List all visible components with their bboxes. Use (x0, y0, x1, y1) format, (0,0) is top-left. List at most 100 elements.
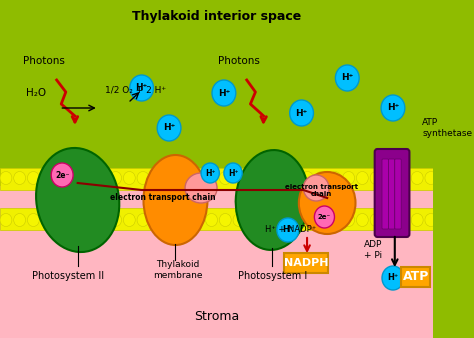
Circle shape (315, 171, 327, 185)
Circle shape (27, 171, 39, 185)
Circle shape (192, 171, 204, 185)
Bar (0, 208, 433, 230)
Circle shape (206, 171, 218, 185)
Circle shape (425, 214, 437, 226)
FancyBboxPatch shape (401, 267, 430, 287)
Circle shape (384, 171, 396, 185)
Text: H⁺: H⁺ (295, 108, 308, 118)
Text: H₂O: H₂O (27, 88, 46, 98)
Circle shape (370, 171, 382, 185)
Circle shape (137, 214, 149, 226)
Circle shape (260, 171, 273, 185)
Circle shape (343, 214, 355, 226)
Text: electron transport chain: electron transport chain (110, 193, 216, 202)
Circle shape (27, 214, 39, 226)
Bar (0, 0, 433, 188)
Circle shape (336, 65, 359, 91)
Text: H⁺: H⁺ (205, 169, 216, 177)
Circle shape (219, 171, 231, 185)
Circle shape (201, 163, 219, 183)
Circle shape (41, 171, 53, 185)
Circle shape (178, 171, 190, 185)
Circle shape (0, 171, 12, 185)
Circle shape (192, 214, 204, 226)
Circle shape (69, 214, 81, 226)
Circle shape (212, 80, 236, 106)
FancyBboxPatch shape (388, 159, 395, 229)
Circle shape (224, 163, 242, 183)
Text: 1/2 O₂ + 2 H⁺: 1/2 O₂ + 2 H⁺ (105, 86, 166, 95)
Circle shape (425, 171, 437, 185)
Circle shape (301, 214, 313, 226)
Circle shape (381, 95, 405, 121)
Circle shape (164, 171, 176, 185)
Ellipse shape (144, 155, 208, 245)
Ellipse shape (236, 150, 309, 250)
Circle shape (384, 214, 396, 226)
Text: Photosystem I: Photosystem I (237, 271, 307, 281)
Ellipse shape (36, 148, 119, 252)
Circle shape (206, 214, 218, 226)
Text: H⁺: H⁺ (218, 89, 230, 97)
Text: electron transport
chain: electron transport chain (285, 184, 358, 196)
Text: 2e⁻: 2e⁻ (55, 170, 69, 179)
Circle shape (96, 214, 108, 226)
Bar (0, 186, 433, 338)
Text: Photons: Photons (23, 56, 65, 66)
Circle shape (69, 171, 81, 185)
Text: H⁺: H⁺ (228, 169, 238, 177)
Circle shape (247, 171, 259, 185)
Circle shape (260, 214, 273, 226)
Circle shape (178, 214, 190, 226)
Circle shape (233, 214, 245, 226)
Circle shape (157, 115, 181, 141)
Circle shape (123, 171, 135, 185)
Circle shape (329, 171, 341, 185)
Text: H⁺: H⁺ (341, 73, 354, 82)
Circle shape (109, 171, 121, 185)
Circle shape (151, 171, 163, 185)
Circle shape (290, 100, 313, 126)
Circle shape (55, 214, 67, 226)
Circle shape (109, 214, 121, 226)
Circle shape (411, 171, 423, 185)
FancyBboxPatch shape (382, 159, 388, 229)
Text: H⁺: H⁺ (387, 273, 399, 283)
Text: ATP
synthetase: ATP synthetase (422, 118, 472, 138)
Circle shape (82, 171, 94, 185)
Text: Photons: Photons (219, 56, 260, 66)
Circle shape (14, 214, 26, 226)
Circle shape (301, 171, 313, 185)
Text: Photosystem II: Photosystem II (33, 271, 105, 281)
Circle shape (343, 171, 355, 185)
Circle shape (219, 214, 231, 226)
FancyBboxPatch shape (395, 159, 401, 229)
Circle shape (137, 171, 149, 185)
Circle shape (288, 171, 300, 185)
Circle shape (0, 214, 12, 226)
Circle shape (274, 171, 286, 185)
Circle shape (123, 214, 135, 226)
Circle shape (130, 75, 154, 101)
Circle shape (247, 214, 259, 226)
Text: Thylakoid interior space: Thylakoid interior space (132, 10, 301, 23)
Text: NADPH: NADPH (284, 258, 328, 268)
Circle shape (370, 214, 382, 226)
Text: Stroma: Stroma (194, 310, 239, 322)
Circle shape (411, 214, 423, 226)
Text: 2e⁻: 2e⁻ (318, 214, 331, 220)
Text: Thylakoid
membrane: Thylakoid membrane (154, 260, 203, 280)
Text: H⁺: H⁺ (136, 83, 148, 93)
Ellipse shape (185, 173, 217, 203)
Circle shape (356, 171, 368, 185)
Text: ATP: ATP (402, 270, 429, 284)
Circle shape (55, 171, 67, 185)
Circle shape (315, 214, 327, 226)
Circle shape (96, 171, 108, 185)
Circle shape (151, 214, 163, 226)
Circle shape (329, 214, 341, 226)
Circle shape (398, 214, 410, 226)
Text: H⁺ + NADP⁺: H⁺ + NADP⁺ (265, 225, 316, 235)
Circle shape (82, 214, 94, 226)
Circle shape (382, 266, 404, 290)
